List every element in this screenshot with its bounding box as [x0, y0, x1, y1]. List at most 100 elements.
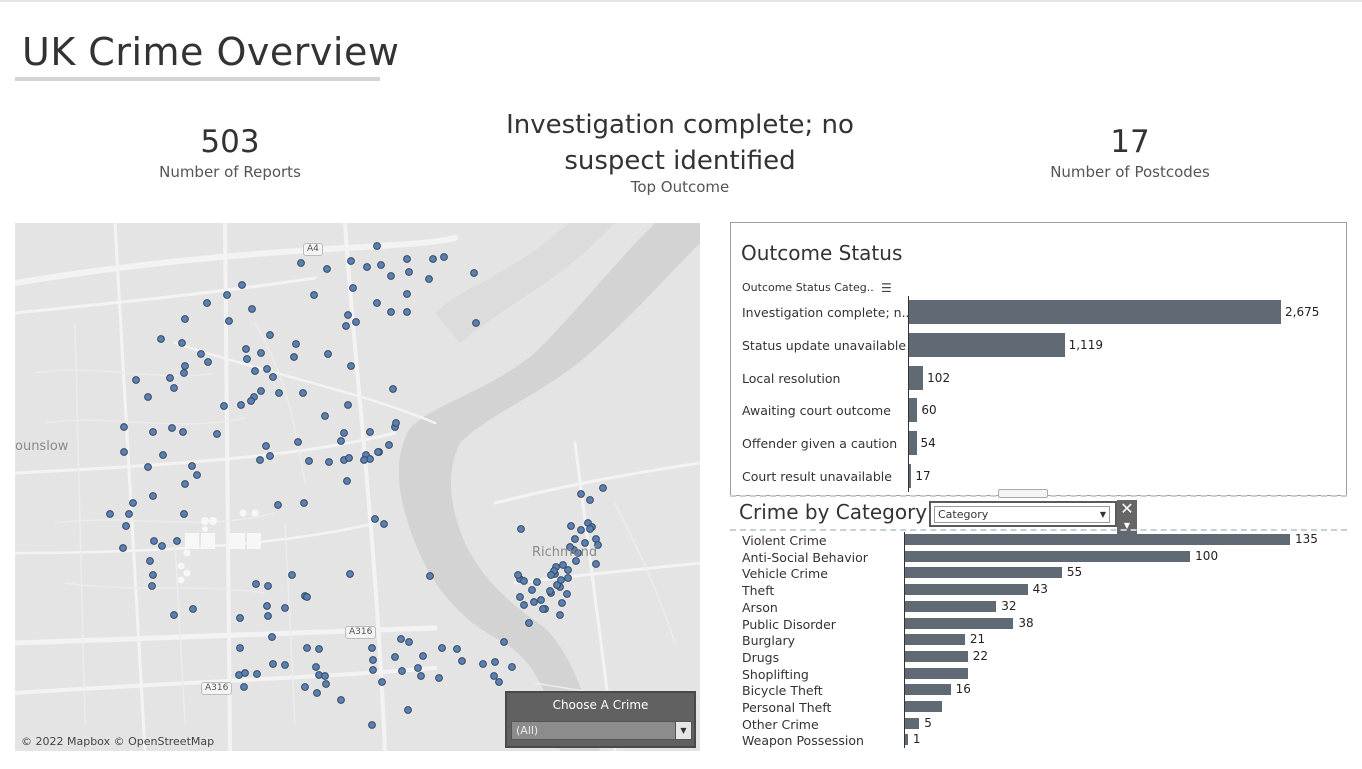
crime-point[interactable]	[586, 496, 594, 504]
crime-point[interactable]	[243, 355, 251, 363]
crime-point[interactable]	[179, 428, 187, 436]
choose-crime-select[interactable]: (All) ▼	[511, 721, 692, 740]
crime-point[interactable]	[419, 652, 427, 660]
crime-point[interactable]	[537, 596, 545, 604]
crime-point[interactable]	[301, 683, 309, 691]
crime-point[interactable]	[403, 308, 411, 316]
crime-point[interactable]	[321, 672, 329, 680]
crime-point[interactable]	[264, 612, 272, 620]
crime-point[interactable]	[197, 350, 205, 358]
crime-point[interactable]	[592, 560, 600, 568]
crime-point[interactable]	[281, 661, 289, 669]
crime-point[interactable]	[119, 544, 127, 552]
crime-point[interactable]	[594, 541, 602, 549]
crime-point[interactable]	[288, 571, 296, 579]
crime-point[interactable]	[257, 387, 265, 395]
crime-point[interactable]	[170, 384, 178, 392]
crime-point[interactable]	[345, 454, 353, 462]
crime-point[interactable]	[520, 577, 528, 585]
crime-point[interactable]	[517, 525, 525, 533]
crime-point[interactable]	[366, 428, 374, 436]
crime-point[interactable]	[203, 299, 211, 307]
crime-point[interactable]	[347, 257, 355, 265]
filter-close-control[interactable]: ✕ ▼	[1117, 500, 1137, 538]
crime-point[interactable]	[360, 456, 368, 464]
crime-point[interactable]	[458, 657, 466, 665]
crime-point[interactable]	[159, 451, 167, 459]
crime-point[interactable]	[558, 599, 566, 607]
crime-point[interactable]	[438, 644, 446, 652]
crime-point[interactable]	[321, 412, 329, 420]
crime-point[interactable]	[344, 311, 352, 319]
crime-bar[interactable]	[905, 617, 1014, 629]
sort-icon[interactable]: ☰	[881, 281, 892, 295]
crime-point[interactable]	[269, 660, 277, 668]
crime-bar[interactable]	[905, 650, 968, 662]
crime-point[interactable]	[168, 424, 176, 432]
crime-point[interactable]	[491, 658, 499, 666]
crime-point[interactable]	[405, 638, 413, 646]
crime-point[interactable]	[508, 663, 516, 671]
chevron-down-icon[interactable]: ▼	[675, 722, 691, 739]
crime-point[interactable]	[204, 358, 212, 366]
crime-point[interactable]	[248, 305, 256, 313]
crime-point[interactable]	[435, 674, 443, 682]
crime-point[interactable]	[158, 542, 166, 550]
crime-bar[interactable]	[905, 717, 920, 729]
crime-point[interactable]	[120, 448, 128, 456]
crime-point[interactable]	[236, 614, 244, 622]
crime-point[interactable]	[313, 689, 321, 697]
crime-point[interactable]	[170, 611, 178, 619]
crime-point[interactable]	[166, 374, 174, 382]
crime-point[interactable]	[368, 721, 376, 729]
crime-point[interactable]	[398, 667, 406, 675]
crime-point[interactable]	[346, 570, 354, 578]
crime-point[interactable]	[237, 401, 245, 409]
crime-point[interactable]	[247, 397, 255, 405]
crime-point[interactable]	[528, 586, 536, 594]
crime-point[interactable]	[397, 635, 405, 643]
crime-point[interactable]	[343, 477, 351, 485]
crime-point[interactable]	[181, 315, 189, 323]
crime-point[interactable]	[144, 463, 152, 471]
crime-point[interactable]	[426, 572, 434, 580]
crime-point[interactable]	[563, 590, 571, 598]
crime-point[interactable]	[132, 376, 140, 384]
crime-point[interactable]	[303, 644, 311, 652]
crime-point[interactable]	[490, 672, 498, 680]
outcome-bar[interactable]	[909, 300, 1281, 324]
crime-bar[interactable]	[905, 550, 1191, 562]
crime-point[interactable]	[324, 350, 332, 358]
crime-point[interactable]	[312, 663, 320, 671]
crime-point[interactable]	[274, 501, 282, 509]
outcome-bar[interactable]	[909, 431, 917, 456]
crime-point[interactable]	[572, 557, 580, 565]
crime-bar[interactable]	[905, 684, 951, 696]
crime-point[interactable]	[193, 471, 201, 479]
crime-point[interactable]	[577, 490, 585, 498]
crime-point[interactable]	[566, 543, 574, 551]
crime-point[interactable]	[150, 537, 158, 545]
crime-point[interactable]	[252, 580, 260, 588]
crime-point[interactable]	[240, 683, 248, 691]
category-filter[interactable]: Category ▼	[929, 501, 1117, 527]
crime-point[interactable]	[144, 393, 152, 401]
crime-point[interactable]	[557, 576, 565, 584]
crime-point[interactable]	[547, 571, 555, 579]
crime-point[interactable]	[241, 669, 249, 677]
crime-point[interactable]	[180, 510, 188, 518]
crime-point[interactable]	[149, 571, 157, 579]
crime-point[interactable]	[533, 578, 541, 586]
crime-point[interactable]	[257, 349, 265, 357]
crime-point[interactable]	[325, 458, 333, 466]
crime-point[interactable]	[391, 653, 399, 661]
crime-point[interactable]	[189, 605, 197, 613]
crime-point[interactable]	[292, 340, 300, 348]
crime-point[interactable]	[180, 369, 188, 377]
crime-point[interactable]	[263, 602, 271, 610]
crime-point[interactable]	[414, 664, 422, 672]
crime-point[interactable]	[403, 290, 411, 298]
crime-point[interactable]	[181, 480, 189, 488]
crime-point[interactable]	[173, 537, 181, 545]
crime-point[interactable]	[337, 437, 345, 445]
